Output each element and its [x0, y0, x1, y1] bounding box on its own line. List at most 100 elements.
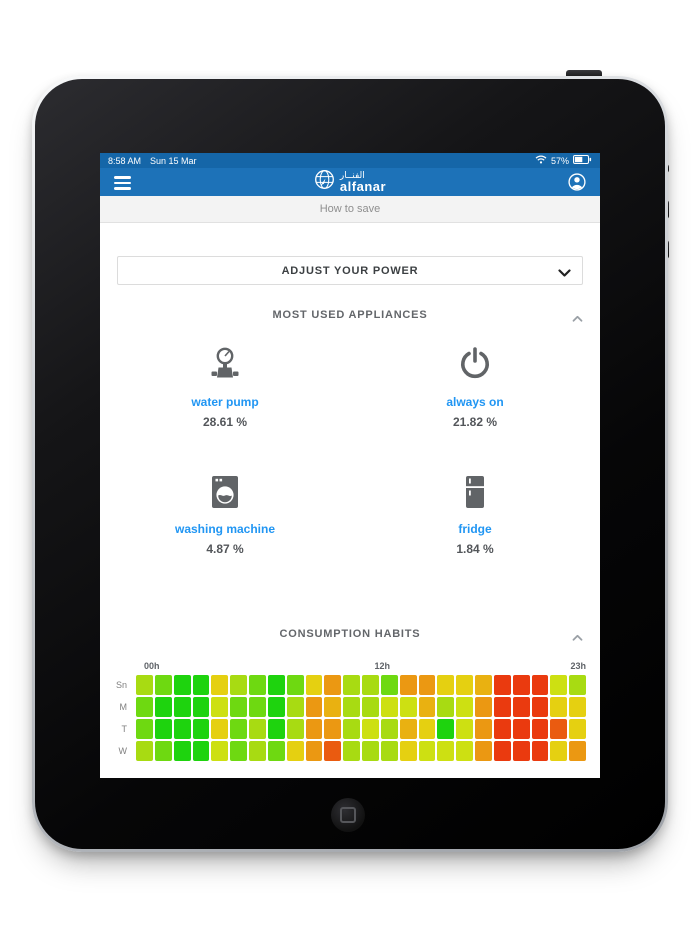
- heatmap-cell: [343, 719, 360, 739]
- heatmap-cell: [380, 741, 398, 761]
- hour-label-12h: 12h: [374, 661, 391, 671]
- heatmap-cell: [173, 697, 191, 717]
- heatmap-cell: [249, 719, 266, 739]
- heatmap-cell: [362, 719, 379, 739]
- heatmap-cell: [324, 697, 342, 717]
- heatmap-cell: [380, 675, 398, 695]
- heatmap-cell: [173, 741, 191, 761]
- alfanar-logo: الفنــار alfanar: [314, 169, 386, 195]
- heatmap-cell: [475, 741, 492, 761]
- status-time: 8:58 AM: [108, 155, 142, 166]
- heatmap-cell: [493, 675, 511, 695]
- heatmap-cell: [531, 719, 549, 739]
- heatmap-cell: [249, 697, 266, 717]
- habits-section-header: CONSUMPTION HABITS: [100, 626, 600, 641]
- heatmap-cell: [531, 697, 549, 717]
- wifi-icon: [535, 155, 547, 166]
- chevron-up-icon[interactable]: [572, 629, 583, 647]
- heatmap-cell: [569, 719, 586, 739]
- heatmap-cell: [211, 741, 229, 761]
- habits-title: CONSUMPTION HABITS: [279, 627, 421, 640]
- heatmap-cell: [305, 697, 323, 717]
- water-pump-icon: [205, 346, 245, 382]
- hour-label-00h: 00h: [144, 661, 160, 671]
- heatmap-cell: [456, 675, 473, 695]
- adjust-power-label: ADJUST YOUR POWER: [281, 264, 419, 277]
- heatmap-cell: [343, 697, 360, 717]
- hour-label-23h: 23h: [570, 661, 586, 671]
- status-date: Sun 15 Mar: [150, 155, 197, 166]
- profile-icon[interactable]: [568, 173, 586, 196]
- heatmap-cell: [343, 741, 360, 761]
- heatmap-cell: [154, 741, 172, 761]
- heatmap-cell: [343, 675, 360, 695]
- heatmap-cell: [154, 697, 172, 717]
- heatmap-cell: [211, 719, 229, 739]
- heatmap-cell: [475, 675, 492, 695]
- menu-icon[interactable]: [114, 176, 131, 190]
- home-button[interactable]: [331, 798, 365, 832]
- heatmap-cell: [286, 675, 304, 695]
- heatmap-cell: [211, 697, 229, 717]
- subheader-title: How to save: [319, 203, 381, 215]
- heatmap-cell: [305, 675, 323, 695]
- chevron-up-icon[interactable]: [572, 310, 583, 328]
- heatmap-cell: [324, 719, 342, 739]
- heatmap-cell: [569, 697, 586, 717]
- heatmap-cell: [267, 675, 285, 695]
- appliances-section-header: MOST USED APPLIANCES: [100, 307, 600, 322]
- heatmap-row-label: Sn: [115, 680, 127, 690]
- heatmap-cell: [531, 741, 549, 761]
- heatmap-cell: [380, 697, 398, 717]
- heatmap-cell: [399, 741, 417, 761]
- heatmap-cell: [456, 719, 473, 739]
- heatmap-cell: [437, 741, 455, 761]
- battery-percent: 57%: [550, 155, 569, 166]
- heatmap-cell: [456, 697, 473, 717]
- heatmap-cell: [362, 675, 379, 695]
- status-bar: 8:58 AM Sun 15 Mar 57%: [100, 153, 600, 168]
- heatmap-hour-labels: 00h 12h 23h: [136, 661, 586, 672]
- heatmap-cell: [531, 675, 549, 695]
- appliance-always-on: always on 21.82 %: [350, 346, 600, 429]
- heatmap-cell: [456, 741, 473, 761]
- consumption-heatmap: 00h 12h 23h Sn M T W: [100, 661, 600, 761]
- heatmap-row-label: T: [121, 724, 128, 734]
- heatmap-cell: [136, 675, 153, 695]
- heatmap-row-label: M: [119, 702, 128, 712]
- heatmap-cell: [154, 675, 172, 695]
- appliance-name[interactable]: washing machine: [174, 522, 276, 536]
- heatmap-cell: [249, 741, 266, 761]
- heatmap-cell: [362, 741, 379, 761]
- heatmap-cell: [173, 675, 191, 695]
- power-button-hw[interactable]: [566, 70, 602, 80]
- heatmap-grid: Sn M T W: [114, 675, 586, 761]
- adjust-power-dropdown[interactable]: ADJUST YOUR POWER: [117, 256, 583, 285]
- heatmap-cell: [154, 719, 172, 739]
- heatmap-cell: [418, 719, 436, 739]
- heatmap-cell: [192, 697, 210, 717]
- heatmap-cell: [249, 675, 266, 695]
- fridge-icon: [464, 473, 486, 509]
- appliance-name[interactable]: always on: [446, 395, 504, 409]
- home-button-square: [340, 807, 356, 823]
- heatmap-cell: [192, 675, 210, 695]
- heatmap-cell: [230, 697, 247, 717]
- subheader: How to save: [100, 196, 600, 223]
- heatmap-cell: [493, 697, 511, 717]
- heatmap-cell: [512, 741, 530, 761]
- heatmap-cell: [399, 675, 417, 695]
- appliance-grid: water pump 28.61 % always on 21.82 % was…: [100, 346, 600, 556]
- app-header: الفنــار alfanar: [100, 168, 600, 196]
- appliance-fridge: fridge 1.84 %: [350, 473, 600, 556]
- appliance-name[interactable]: water pump: [191, 395, 259, 409]
- appliance-value: 21.82 %: [452, 415, 498, 429]
- appliance-name[interactable]: fridge: [458, 522, 492, 536]
- heatmap-cell: [211, 675, 229, 695]
- heatmap-cell: [230, 675, 247, 695]
- heatmap-cell: [418, 697, 436, 717]
- heatmap-cell: [569, 741, 586, 761]
- heatmap-cell: [305, 719, 323, 739]
- heatmap-cell: [399, 719, 417, 739]
- chevron-down-icon: [558, 265, 571, 283]
